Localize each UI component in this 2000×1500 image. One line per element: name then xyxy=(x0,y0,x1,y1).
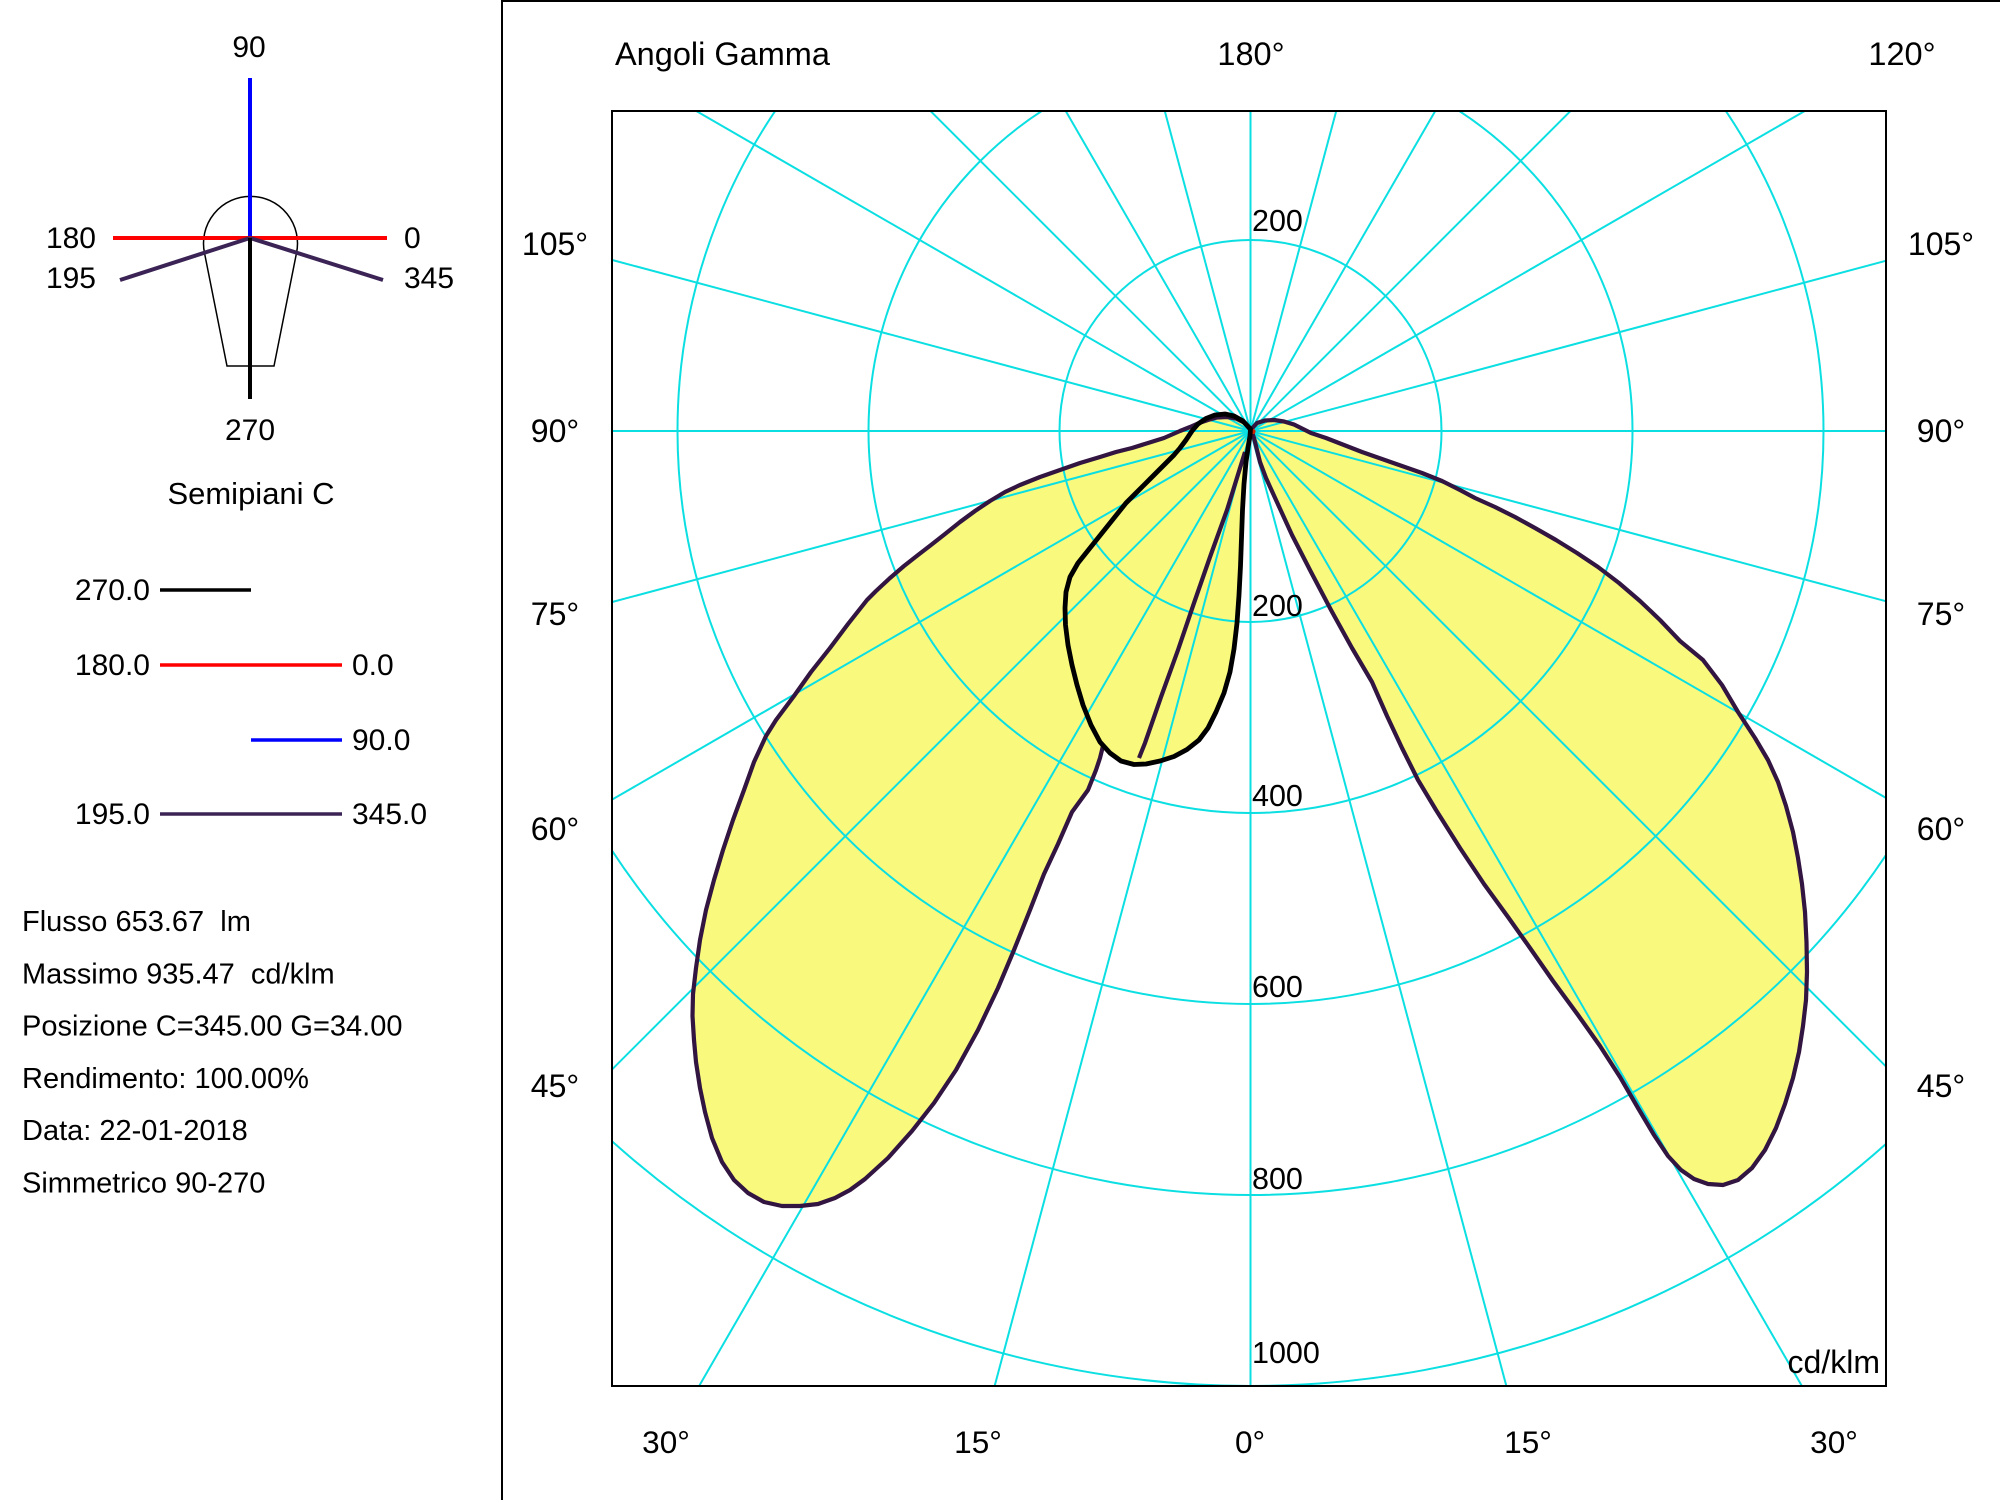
svg-text:1000: 1000 xyxy=(1252,1336,1320,1370)
svg-text:90°: 90° xyxy=(531,413,579,449)
svg-text:75°: 75° xyxy=(1917,596,1965,632)
svg-text:60°: 60° xyxy=(531,811,579,847)
svg-text:270: 270 xyxy=(225,414,275,447)
svg-text:345: 345 xyxy=(404,262,454,295)
svg-text:Angoli Gamma: Angoli Gamma xyxy=(615,36,831,72)
svg-text:45°: 45° xyxy=(531,1068,579,1104)
svg-text:15°: 15° xyxy=(1504,1424,1552,1460)
svg-text:0: 0 xyxy=(404,222,421,255)
svg-text:180.0: 180.0 xyxy=(75,649,150,682)
svg-text:400: 400 xyxy=(1252,779,1303,813)
svg-text:30°: 30° xyxy=(642,1424,690,1460)
svg-text:195: 195 xyxy=(46,262,96,295)
svg-text:195.0: 195.0 xyxy=(75,798,150,831)
svg-text:90.0: 90.0 xyxy=(352,724,410,757)
svg-text:270.0: 270.0 xyxy=(75,574,150,607)
svg-text:30°: 30° xyxy=(1810,1424,1858,1460)
svg-text:45°: 45° xyxy=(1917,1068,1965,1104)
svg-text:180: 180 xyxy=(46,222,96,255)
svg-text:Posizione C=345.00 G=34.00: Posizione C=345.00 G=34.00 xyxy=(22,1011,403,1043)
svg-text:0°: 0° xyxy=(1235,1424,1265,1460)
svg-text:60°: 60° xyxy=(1917,811,1965,847)
svg-text:800: 800 xyxy=(1252,1162,1303,1196)
svg-text:90: 90 xyxy=(232,31,265,64)
svg-text:15°: 15° xyxy=(954,1424,1002,1460)
svg-text:105°: 105° xyxy=(1908,226,1974,262)
svg-text:200: 200 xyxy=(1252,204,1303,238)
svg-text:0.0: 0.0 xyxy=(352,649,394,682)
svg-text:cd/klm: cd/klm xyxy=(1788,1344,1880,1380)
svg-text:600: 600 xyxy=(1252,970,1303,1004)
svg-text:120°: 120° xyxy=(1868,36,1935,72)
svg-text:Semipiani C: Semipiani C xyxy=(167,476,334,511)
svg-text:Simmetrico 90-270: Simmetrico 90-270 xyxy=(22,1168,265,1200)
svg-text:345.0: 345.0 xyxy=(352,798,427,831)
svg-text:200: 200 xyxy=(1252,589,1303,623)
svg-text:Rendimento: 100.00%: Rendimento: 100.00% xyxy=(22,1063,309,1095)
svg-text:Data: 22-01-2018: Data: 22-01-2018 xyxy=(22,1115,248,1147)
svg-text:180°: 180° xyxy=(1217,36,1284,72)
svg-text:90°: 90° xyxy=(1917,413,1965,449)
svg-text:Flusso 653.67 lm: Flusso 653.67 lm xyxy=(22,906,251,938)
svg-text:Massimo 935.47 cd/klm: Massimo 935.47 cd/klm xyxy=(22,958,335,990)
svg-text:105°: 105° xyxy=(522,226,588,262)
svg-text:75°: 75° xyxy=(531,596,579,632)
